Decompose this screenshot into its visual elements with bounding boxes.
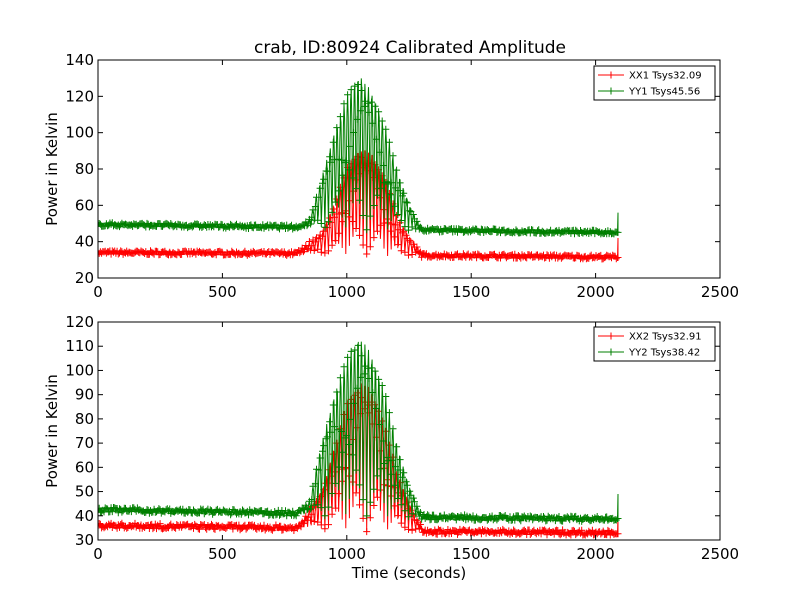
x-tick-label: 1000 — [328, 283, 366, 301]
legend: XX2 Tsys32.91 YY2 Tsys38.42 — [593, 326, 716, 362]
y-tick-label: 100 — [65, 124, 94, 142]
legend-box — [593, 326, 716, 362]
x-tick-label: 0 — [93, 545, 103, 563]
x-tick-label: 1500 — [452, 545, 490, 563]
legend-label: YY2 Tsys38.42 — [628, 348, 700, 359]
y-tick-label: 120 — [65, 313, 94, 331]
legend-label: XX1 Tsys32.09 — [629, 71, 702, 82]
x-tick-label: 1500 — [452, 283, 490, 301]
y-tick-label: 60 — [75, 458, 94, 476]
y-tick-label: 140 — [65, 51, 94, 69]
series-markers — [98, 81, 622, 238]
axes-frame — [97, 321, 721, 541]
top-subplot: 0 500 1000 1500 2000 2500 20 40 60 80 100 120 140 Pow… — [43, 51, 739, 301]
legend-swatch-marker — [607, 71, 615, 79]
x-tick-label: 2000 — [577, 283, 615, 301]
legend-swatch-marker — [607, 332, 615, 340]
series-yy — [98, 341, 622, 525]
y-tick-label: 80 — [75, 160, 94, 178]
legend: XX1 Tsys32.09 YY1 Tsys45.56 — [593, 65, 716, 101]
x-tick-label: 500 — [208, 545, 237, 563]
legend-swatch-marker — [607, 87, 615, 95]
y-tick-label: 50 — [75, 483, 94, 501]
y-tick-label: 40 — [75, 507, 94, 525]
y-tick-label: 40 — [75, 233, 94, 251]
y-tick-label: 70 — [75, 434, 94, 452]
y-tick-label: 90 — [75, 386, 94, 404]
legend-swatch-marker — [607, 348, 615, 356]
x-tick-label: 2000 — [577, 545, 615, 563]
series-yy — [98, 78, 622, 238]
x-tick-label: 1000 — [328, 545, 366, 563]
plot-area — [98, 78, 622, 263]
series-markers — [98, 341, 622, 525]
y-axis-label: Power in Kelvin — [43, 374, 61, 488]
legend-label: XX2 Tsys32.91 — [629, 332, 702, 343]
y-tick-label: 60 — [75, 196, 94, 214]
plot-area — [98, 341, 622, 539]
x-tick-label: 500 — [208, 283, 237, 301]
legend-label: YY1 Tsys45.56 — [628, 87, 700, 98]
x-tick-label: 2500 — [701, 545, 739, 563]
x-tick-label: 0 — [93, 283, 103, 301]
bottom-subplot: 0 500 1000 1500 2000 2500 30 40 50 60 70 80 90 100 110… — [43, 313, 739, 582]
y-tick-label: 30 — [75, 531, 94, 549]
y-tick-label: 80 — [75, 410, 94, 428]
chart-title: crab, ID:80924 Calibrated Amplitude — [254, 38, 566, 58]
y-tick-label: 20 — [75, 269, 94, 287]
x-axis-label: Time (seconds) — [351, 564, 467, 582]
y-tick-label: 110 — [65, 337, 94, 355]
y-axis-label: Power in Kelvin — [43, 112, 61, 226]
legend-box — [593, 65, 716, 101]
y-tick-label: 120 — [65, 87, 94, 105]
x-tick-label: 2500 — [701, 283, 739, 301]
y-tick-label: 100 — [65, 361, 94, 379]
